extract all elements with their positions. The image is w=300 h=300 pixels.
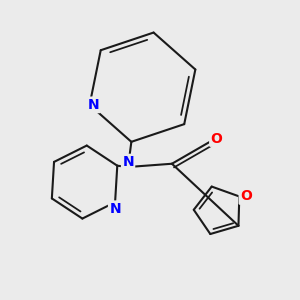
Text: N: N xyxy=(109,202,121,216)
Text: O: O xyxy=(240,190,252,203)
Text: O: O xyxy=(211,131,222,146)
Text: N: N xyxy=(88,98,99,112)
Text: N: N xyxy=(122,155,134,169)
